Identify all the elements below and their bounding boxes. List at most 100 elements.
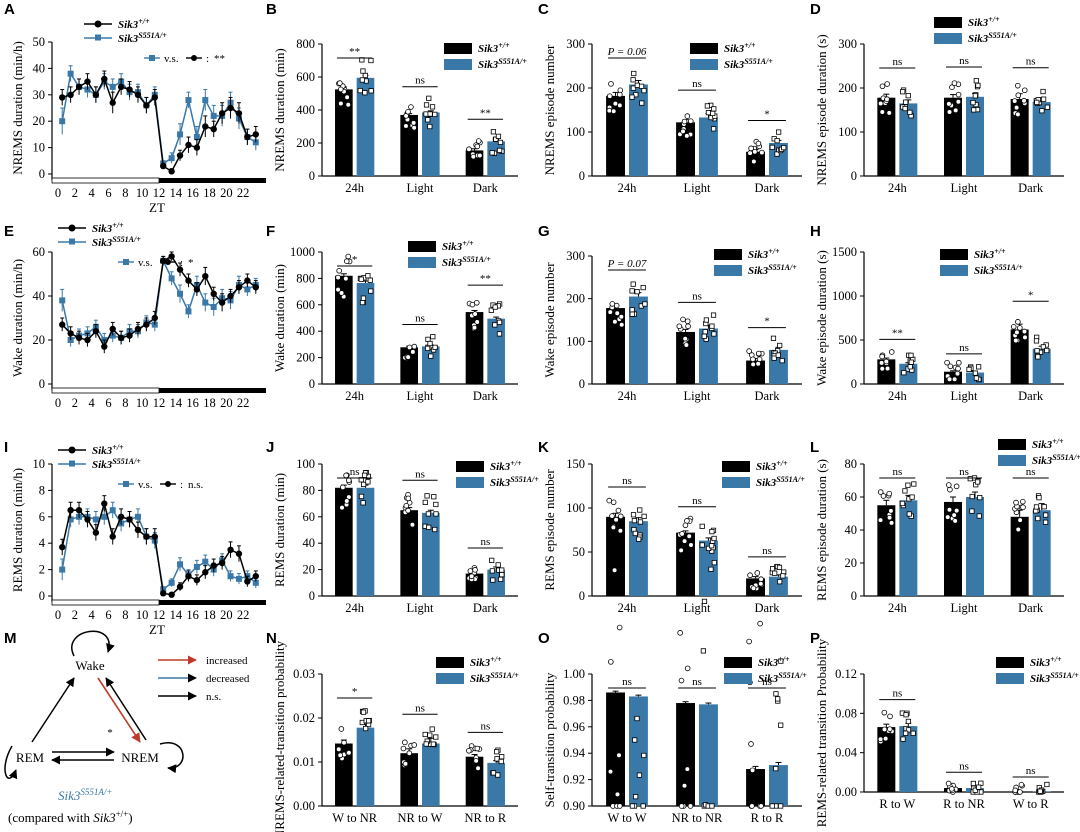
legend-label-base: Sik3 (974, 265, 995, 277)
scatter-dot (951, 80, 958, 86)
scatter-dot (492, 304, 498, 310)
scatter-dot (427, 340, 433, 347)
scatter-dot (908, 352, 914, 358)
y-tick-label: 100 (296, 457, 315, 471)
scatter-dot (343, 258, 350, 264)
scatter-dot (747, 572, 753, 579)
data-point (92, 516, 99, 523)
significance-label: P = 0.07 (607, 258, 647, 270)
data-point (59, 118, 66, 125)
y-tick-label: 0 (579, 377, 585, 391)
scatter-dot (684, 318, 691, 325)
scatter-dot (682, 336, 689, 342)
legend-label-sup: +/+ (138, 17, 150, 26)
scatter-dot (747, 150, 753, 156)
scatter-dot (360, 709, 367, 715)
data-point (84, 78, 91, 85)
significance-label: ns (892, 688, 902, 700)
scatter-dot (474, 319, 480, 325)
comparison-colon: : (206, 53, 209, 65)
scatter-dot (466, 747, 472, 754)
significance-label: * (764, 316, 770, 328)
y-tick-label: 1000 (290, 245, 315, 259)
scatter-dot (907, 364, 913, 370)
scatter-dot (699, 542, 705, 548)
data-point (210, 290, 217, 297)
data-point (235, 550, 243, 557)
data-point (244, 286, 251, 293)
legend-I: Sik3+/+Sik3S551A/+v.s.: n.s. (58, 443, 204, 491)
y-tick-label: 300 (838, 37, 857, 51)
x-tick-label: 24h (345, 601, 365, 615)
scatter-dot (678, 547, 684, 554)
scatter-dot (606, 497, 613, 504)
scatter-dot (426, 95, 432, 101)
legend-F: Sik3+/+Sik3S551A/+ (408, 239, 491, 269)
x-tick-label: 8 (122, 186, 128, 200)
x-tick-label: Light (683, 181, 711, 195)
scatter-dot (337, 80, 343, 86)
data-point (235, 110, 243, 117)
x-tick-label: Dark (755, 389, 781, 403)
panel-letter: H (810, 223, 821, 240)
scatter-dot (1034, 348, 1040, 354)
scatter-dot (335, 746, 342, 753)
scatter-dot (711, 106, 717, 112)
x-tick-label: 24h (618, 601, 638, 615)
panel-letter: E (4, 223, 14, 240)
bar-mutant (966, 96, 984, 176)
y-tick-label: 40 (845, 523, 858, 537)
scatter-dot (405, 507, 411, 514)
scatter-dot (969, 493, 975, 500)
series-wildtype (59, 251, 259, 354)
scatter-dot (972, 93, 978, 99)
scatter-dot (361, 472, 368, 478)
scatter-dot (488, 307, 494, 313)
scatter-dot (1036, 495, 1042, 501)
scatter-dot (426, 524, 432, 530)
light-phase-bar (51, 599, 160, 606)
scatter-dot (617, 803, 623, 809)
scatter-dot (639, 100, 645, 106)
legend-swatch-mutant (444, 59, 472, 70)
scatter-dot (773, 766, 779, 772)
scatter-dot (687, 118, 694, 124)
legend-label-wildtype: Sik3+/+ (442, 239, 474, 253)
scatter-dot (343, 275, 349, 282)
y-axis-label: REMS duration (min) (272, 473, 287, 587)
scatter-dot (1040, 344, 1046, 350)
data-point (109, 83, 116, 90)
y-tick-label: 40 (33, 289, 46, 303)
scatter-dot (701, 598, 708, 604)
legend-swatch-mutant (690, 59, 718, 70)
significance-label: ** (892, 327, 903, 339)
scatter-dot (1018, 781, 1025, 788)
y-tick-label: 300 (566, 249, 585, 263)
x-tick-label: 24h (888, 601, 908, 615)
legend-label-wildtype: Sik3+/+ (968, 15, 1000, 29)
x-tick-label: R to R (751, 811, 784, 825)
scatter-dot (432, 344, 438, 350)
scatter-dot (677, 630, 683, 636)
y-tick-label: 0 (579, 169, 585, 183)
scatter-dot (477, 152, 483, 159)
scatter-dot (611, 567, 618, 574)
legend-label-mutant: Sik3S551A/+ (974, 263, 1023, 277)
x-tick-label: 20 (220, 396, 233, 410)
data-point (193, 286, 201, 293)
bar-mutant (356, 727, 375, 806)
scatter-dot (682, 522, 689, 529)
data-point (193, 144, 201, 151)
scatter-dot (338, 100, 344, 107)
bar-wildtype (335, 89, 353, 176)
legend-label-base: Sik3 (1030, 673, 1051, 685)
x-tick-label: 10 (136, 608, 149, 622)
x-tick-label: Light (950, 181, 978, 195)
x-tick-label: Light (406, 389, 434, 403)
data-point (92, 529, 100, 536)
scatter-dot (680, 316, 686, 323)
data-point (126, 516, 133, 523)
scatter-dot (339, 504, 345, 511)
legend-label-sup: +/+ (112, 221, 124, 230)
data-point (59, 94, 66, 101)
